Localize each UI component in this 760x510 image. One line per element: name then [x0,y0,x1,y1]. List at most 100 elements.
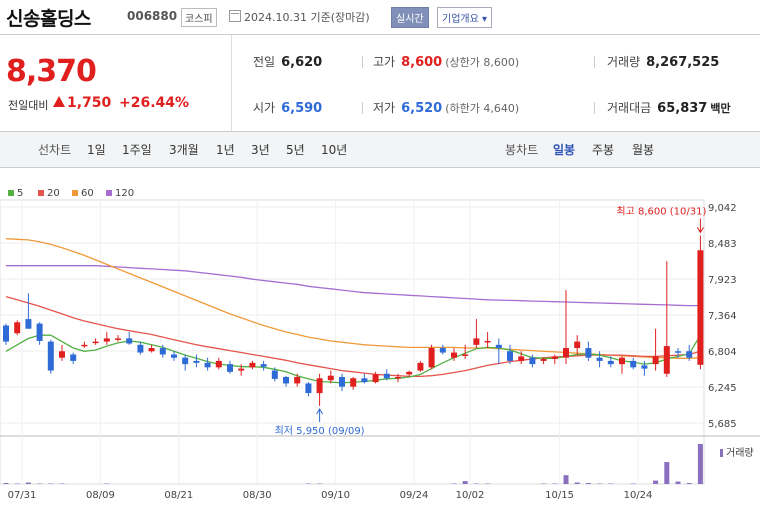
candle-body [238,368,245,371]
market-badge: 코스피 [181,8,217,27]
change-percent: +26.44% [119,95,190,111]
candle-body [294,376,301,384]
candle-body [417,362,424,371]
candle-body [383,373,390,379]
candle-body [115,338,121,340]
realtime-button[interactable]: 실시간 [391,7,429,28]
stat-value: 8,267,525 [646,55,720,70]
stat-prev-close: 전일 6,620 [253,53,322,70]
candle-body [630,360,637,368]
candle-body [92,341,99,344]
volume-bar [664,462,670,484]
high-arrow-head [696,227,704,234]
moving-averages [5,238,701,384]
candle-daily[interactable]: 일봉 [553,143,576,157]
candle-body [193,360,200,363]
stat-value: 6,520 [401,101,443,116]
candle-body [686,351,693,358]
candle-body [271,370,278,379]
candle-body [70,354,77,361]
candle-body [126,338,133,344]
candle-body [675,351,681,353]
candle-body [439,348,446,353]
stat-low: 저가 6,520 (하한가 4,640) [373,99,519,116]
ma20-line [5,295,701,378]
candle-body [103,338,110,342]
stat-label: 고가 [373,55,396,69]
stat-value: 8,600 [401,55,443,70]
candle-body [641,365,648,369]
candle-body [462,354,469,356]
period-5y[interactable]: 5년 [286,143,305,157]
candle-body [484,340,491,343]
legend-ma60: 60 [72,188,94,199]
candle-body [283,376,289,384]
volume-bar [462,481,468,484]
divider [0,34,760,35]
period-3y[interactable]: 3년 [251,143,270,157]
up-arrow-icon [53,96,65,107]
candle-body [540,358,547,361]
legend-volume: 거래량 [720,444,754,459]
period-1w[interactable]: 1주일 [122,143,152,157]
stock-code: 006880 [127,9,178,23]
candle-chart-label[interactable]: 봉차트 [505,143,539,157]
candle-body [663,346,670,374]
candle-body [137,344,144,353]
period-1y[interactable]: 1년 [216,143,235,157]
y-tick-label: 9,042 [708,203,737,214]
y-tick-label: 7,364 [708,311,737,322]
candle-body [14,322,21,334]
chart-toolbar [0,131,760,168]
candle-body [563,348,569,358]
candle-monthly[interactable]: 월봉 [632,143,655,157]
x-tick-label: 10/02 [456,490,485,501]
current-price: 8,370 [6,54,97,89]
x-tick-label: 10/15 [545,490,574,501]
y-tick-label: 5,685 [708,419,737,430]
line-chart-label[interactable]: 선차트 [38,143,72,157]
candle-body [596,357,603,361]
price-pane [0,199,705,437]
x-tick-label: 08/09 [86,490,115,501]
period-10y[interactable]: 10년 [321,143,348,157]
period-3m[interactable]: 3개월 [169,143,199,157]
volume-bar [675,481,681,484]
candle-body [652,356,659,365]
candle-body [518,356,525,361]
low-annotation: 최저 5,950 (09/09) [275,425,365,437]
divider [231,35,232,131]
annotations: 최고 8,600 (10/31) 최저 5,950 (09/09) [275,205,707,437]
price-box: 8,370 전일대비 1,750 +26.44% [0,35,230,131]
candle-body [585,348,592,358]
divider [594,56,595,68]
candle-weekly[interactable]: 주봉 [592,143,615,157]
company-name: 신송홀딩스 [6,8,91,30]
candle-body [215,360,222,368]
stat-open: 시가 6,590 [253,99,322,116]
period-1d[interactable]: 1일 [87,143,106,157]
stat-label: 전일 [253,55,276,69]
stat-high: 고가 8,600 (상한가 8,600) [373,53,519,70]
candle-body [59,351,65,358]
candle-body [350,378,357,387]
header: 신송홀딩스 006880 코스피 2024.10.31 기준(장마감) 실시간 … [0,0,760,32]
y-tick-label: 6,804 [708,347,737,358]
candle-body [182,357,189,365]
candle-body [159,348,166,355]
y-tick-label: 7,923 [708,275,737,286]
candle-body [81,344,88,347]
volume-pane [0,435,705,485]
candle-body [361,378,368,383]
change-label: 전일대비 [8,99,49,112]
date-info: 2024.10.31 기준(장마감) [244,11,370,24]
candle-body [227,364,233,372]
stat-sub: (하한가 4,640) [445,102,520,115]
candle-body [507,351,513,361]
y-tick-label: 8,483 [708,239,737,250]
volume-bar [574,482,580,484]
divider [362,56,363,68]
candle-body [327,375,334,381]
candle-body [406,371,413,375]
company-info-button[interactable]: 기업개요 ▾ [437,7,492,28]
